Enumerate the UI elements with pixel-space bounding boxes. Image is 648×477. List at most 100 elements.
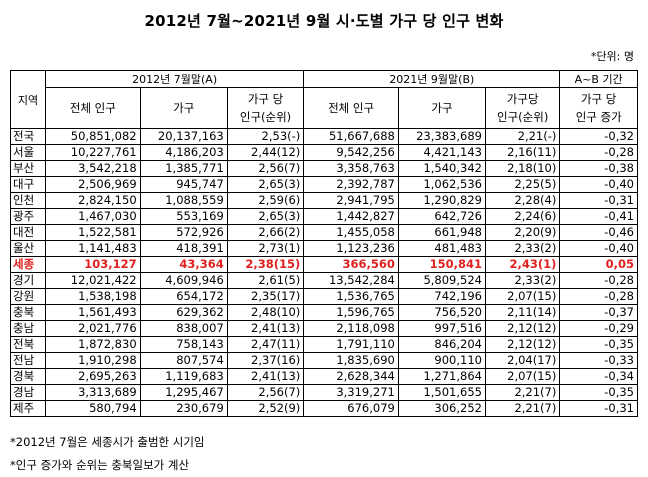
footnote-source: *인구 증가와 순위는 충북일보가 계산	[10, 458, 190, 472]
cell-pop-a: 2,695,263	[45, 368, 141, 385]
cell-pop-a: 1,538,198	[45, 288, 141, 305]
cell-hh-a: 807,574	[139, 352, 228, 369]
cell-hh-b: 150,841	[397, 256, 486, 273]
cell-per-b: 2,33(2)	[484, 272, 561, 289]
cell-per-a: 2,47(11)	[226, 336, 305, 353]
cell-hh-b: 481,483	[397, 240, 486, 257]
cell-per-b: 2,12(12)	[484, 336, 561, 353]
cell-per-a: 2,56(7)	[226, 384, 305, 401]
table-row: 충북 1,561,493 629,362 2,48(10) 1,596,765 756,5…	[9, 304, 638, 321]
header-region: 지역	[9, 70, 47, 129]
cell-pop-a: 2,506,969	[45, 176, 141, 193]
household-population-table: 지역 2012년 7월말(A) 2021년 9월말(B) A~B 기간 전체 인…	[9, 70, 638, 417]
header-period-b: 2021년 9월말(B)	[303, 70, 561, 88]
cell-region: 인천	[9, 192, 47, 209]
cell-per-b: 2,11(14)	[484, 304, 561, 321]
cell-per-b: 2,24(6)	[484, 208, 561, 225]
table-row: 서울 10,227,761 4,186,203 2,44(12) 9,542,256 4,…	[9, 144, 638, 161]
cell-hh-a: 1,119,683	[139, 368, 228, 385]
cell-pop-b: 2,118,098	[303, 320, 399, 337]
cell-change: -0,28	[559, 272, 638, 289]
cell-region: 세종	[9, 256, 47, 273]
cell-change: -0,38	[559, 160, 638, 177]
cell-hh-a: 654,172	[139, 288, 228, 305]
cell-pop-a: 1,910,298	[45, 352, 141, 369]
cell-region: 강원	[9, 288, 47, 305]
cell-per-a: 2,38(15)	[226, 256, 305, 273]
header-per-household-a-line1: 가구 당	[247, 92, 284, 106]
cell-hh-b: 1,062,536	[397, 176, 486, 193]
table-row: 전국 50,851,082 20,137,163 2,53(-) 51,667,688 2…	[9, 128, 638, 145]
cell-change: -0,32	[559, 128, 638, 145]
header-change-period: A~B 기간	[559, 70, 638, 88]
table-row: 광주 1,467,030 553,169 2,65(3) 1,442,827 642,72…	[9, 208, 638, 225]
cell-per-b: 2,21(-)	[484, 128, 561, 145]
cell-hh-a: 4,186,203	[139, 144, 228, 161]
cell-pop-b: 2,392,787	[303, 176, 399, 193]
cell-hh-b: 23,383,689	[397, 128, 486, 145]
cell-pop-a: 103,127	[45, 256, 141, 273]
table-row: 경북 2,695,263 1,119,683 2,41(13) 2,628,344 1,2…	[9, 368, 638, 385]
cell-hh-b: 900,110	[397, 352, 486, 369]
cell-per-a: 2,61(5)	[226, 272, 305, 289]
cell-pop-a: 1,522,581	[45, 224, 141, 241]
cell-per-b: 2,20(9)	[484, 224, 561, 241]
cell-pop-b: 1,455,058	[303, 224, 399, 241]
header-change-line1: 가구 당	[580, 92, 617, 106]
header-pop-total-b: 전체 인구	[303, 87, 399, 129]
cell-pop-b: 1,835,690	[303, 352, 399, 369]
header-change: 가구 당 인구 증가	[559, 87, 638, 129]
cell-pop-b: 1,596,765	[303, 304, 399, 321]
cell-region: 경북	[9, 368, 47, 385]
cell-pop-b: 1,442,827	[303, 208, 399, 225]
cell-pop-a: 10,227,761	[45, 144, 141, 161]
table-row: 제주 580,794 230,679 2,52(9) 676,079 306,252 2,2…	[9, 400, 638, 417]
cell-region: 대구	[9, 176, 47, 193]
cell-pop-b: 3,358,763	[303, 160, 399, 177]
cell-change: -0,33	[559, 352, 638, 369]
cell-hh-b: 1,290,829	[397, 192, 486, 209]
cell-pop-b: 1,123,236	[303, 240, 399, 257]
cell-hh-b: 306,252	[397, 400, 486, 417]
cell-per-b: 2,21(7)	[484, 384, 561, 401]
cell-hh-b: 1,540,342	[397, 160, 486, 177]
cell-per-a: 2,48(10)	[226, 304, 305, 321]
cell-change: -0,31	[559, 400, 638, 417]
cell-pop-a: 1,872,830	[45, 336, 141, 353]
cell-region: 제주	[9, 400, 47, 417]
cell-change: -0,41	[559, 208, 638, 225]
cell-hh-a: 1,385,771	[139, 160, 228, 177]
table-row: 경기 12,021,422 4,609,946 2,61(5) 13,542,284 5,…	[9, 272, 638, 289]
cell-region: 대전	[9, 224, 47, 241]
cell-hh-b: 642,726	[397, 208, 486, 225]
cell-region: 경남	[9, 384, 47, 401]
cell-per-b: 2,12(12)	[484, 320, 561, 337]
cell-pop-a: 50,851,082	[45, 128, 141, 145]
cell-pop-b: 1,536,765	[303, 288, 399, 305]
cell-pop-b: 13,542,284	[303, 272, 399, 289]
cell-per-a: 2,53(-)	[226, 128, 305, 145]
page-title: 2012년 7월~2021년 9월 시·도별 가구 당 인구 변화	[144, 12, 504, 30]
cell-pop-a: 2,021,776	[45, 320, 141, 337]
table-row: 인천 2,824,150 1,088,559 2,59(6) 2,941,795 1,29…	[9, 192, 638, 209]
cell-pop-b: 366,560	[303, 256, 399, 273]
cell-hh-b: 1,501,655	[397, 384, 486, 401]
cell-per-a: 2,52(9)	[226, 400, 305, 417]
cell-per-b: 2,16(11)	[484, 144, 561, 161]
table-row: 경남 3,313,689 1,295,467 2,56(7) 3,319,271 1,50…	[9, 384, 638, 401]
table-row: 전북 1,872,830 758,143 2,47(11) 1,791,110 846,2…	[9, 336, 638, 353]
cell-hh-a: 43,364	[139, 256, 228, 273]
cell-region: 서울	[9, 144, 47, 161]
cell-per-a: 2,44(12)	[226, 144, 305, 161]
table-row: 부산 3,542,218 1,385,771 2,56(7) 3,358,763 1,54…	[9, 160, 638, 177]
footnote-sejong: *2012년 7월은 세종시가 출범한 시기임	[10, 435, 205, 449]
cell-pop-a: 580,794	[45, 400, 141, 417]
header-change-line2: 인구 증가	[575, 110, 622, 124]
cell-change: -0,40	[559, 176, 638, 193]
cell-pop-a: 3,542,218	[45, 160, 141, 177]
table-row: 대구 2,506,969 945,747 2,65(3) 2,392,787 1,062,…	[9, 176, 638, 193]
cell-pop-a: 1,467,030	[45, 208, 141, 225]
cell-per-a: 2,73(1)	[226, 240, 305, 257]
header-per-household-b-line2: 인구(순위)	[497, 110, 549, 124]
cell-per-b: 2,07(15)	[484, 368, 561, 385]
